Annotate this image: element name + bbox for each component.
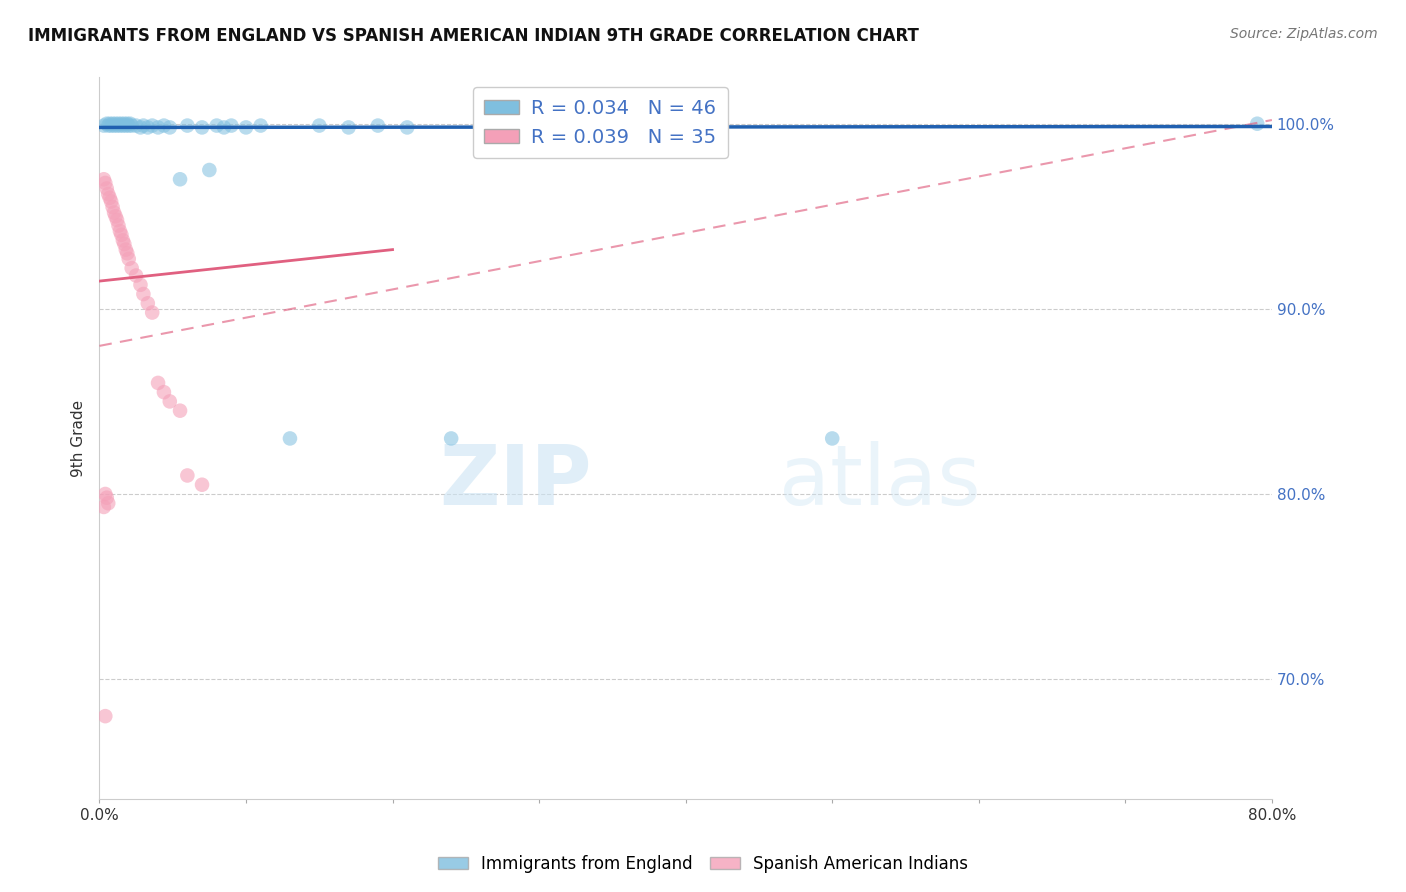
- Point: [97, 119, 120, 133]
- Point: [112, 237, 135, 252]
- Point: [129, 120, 152, 135]
- Point: [111, 119, 134, 133]
- Point: [278, 432, 301, 446]
- Point: [153, 385, 176, 400]
- Point: [118, 119, 141, 133]
- Point: [129, 277, 152, 292]
- Point: [212, 120, 235, 135]
- Point: [146, 120, 169, 135]
- Point: [125, 268, 148, 283]
- Point: [159, 394, 181, 409]
- Point: [440, 432, 463, 446]
- Text: Source: ZipAtlas.com: Source: ZipAtlas.com: [1230, 27, 1378, 41]
- Y-axis label: 9th Grade: 9th Grade: [72, 400, 86, 477]
- Point: [117, 117, 139, 131]
- Point: [108, 119, 131, 133]
- Point: [136, 296, 159, 310]
- Point: [337, 120, 360, 135]
- Point: [146, 376, 169, 390]
- Point: [169, 403, 191, 417]
- Point: [103, 119, 125, 133]
- Point: [191, 120, 214, 135]
- Point: [117, 246, 139, 260]
- Point: [96, 117, 118, 131]
- Point: [821, 432, 844, 446]
- Point: [98, 117, 121, 131]
- Point: [93, 119, 115, 133]
- Point: [100, 194, 122, 209]
- Point: [93, 172, 115, 186]
- Point: [107, 219, 129, 233]
- Point: [103, 205, 125, 219]
- Point: [105, 119, 128, 133]
- Point: [249, 119, 271, 133]
- Point: [118, 252, 141, 266]
- Point: [110, 117, 132, 131]
- Point: [367, 119, 389, 133]
- Point: [101, 200, 124, 214]
- Text: atlas: atlas: [779, 442, 981, 523]
- Point: [120, 117, 142, 131]
- Point: [94, 176, 117, 190]
- Point: [235, 120, 257, 135]
- Point: [97, 496, 120, 510]
- Point: [602, 119, 624, 133]
- Point: [136, 120, 159, 135]
- Point: [153, 119, 176, 133]
- Point: [104, 117, 127, 131]
- Point: [112, 117, 135, 131]
- Point: [308, 119, 330, 133]
- Point: [94, 487, 117, 501]
- Point: [114, 243, 136, 257]
- Point: [108, 224, 131, 238]
- Point: [141, 119, 163, 133]
- Point: [159, 120, 181, 135]
- Point: [114, 119, 136, 133]
- Point: [205, 119, 228, 133]
- Point: [396, 120, 419, 135]
- Point: [191, 477, 214, 491]
- Point: [121, 119, 143, 133]
- Point: [100, 119, 122, 133]
- Point: [221, 119, 243, 133]
- Point: [104, 209, 127, 223]
- Point: [198, 163, 221, 178]
- Point: [499, 120, 522, 135]
- Legend: Immigrants from England, Spanish American Indians: Immigrants from England, Spanish America…: [432, 848, 974, 880]
- Point: [110, 227, 132, 242]
- Point: [94, 709, 117, 723]
- Text: ZIP: ZIP: [439, 442, 592, 523]
- Point: [101, 117, 124, 131]
- Point: [98, 191, 121, 205]
- Text: IMMIGRANTS FROM ENGLAND VS SPANISH AMERICAN INDIAN 9TH GRADE CORRELATION CHART: IMMIGRANTS FROM ENGLAND VS SPANISH AMERI…: [28, 27, 920, 45]
- Point: [93, 500, 115, 514]
- Point: [111, 233, 134, 247]
- Point: [1246, 117, 1268, 131]
- Point: [96, 491, 118, 505]
- Point: [169, 172, 191, 186]
- Point: [132, 119, 155, 133]
- Point: [107, 117, 129, 131]
- Point: [121, 261, 143, 276]
- Point: [125, 119, 148, 133]
- Point: [141, 305, 163, 319]
- Point: [96, 181, 118, 195]
- Point: [132, 287, 155, 301]
- Legend: R = 0.034   N = 46, R = 0.039   N = 35: R = 0.034 N = 46, R = 0.039 N = 35: [472, 87, 728, 158]
- Point: [97, 187, 120, 202]
- Point: [105, 213, 128, 227]
- Point: [176, 119, 198, 133]
- Point: [176, 468, 198, 483]
